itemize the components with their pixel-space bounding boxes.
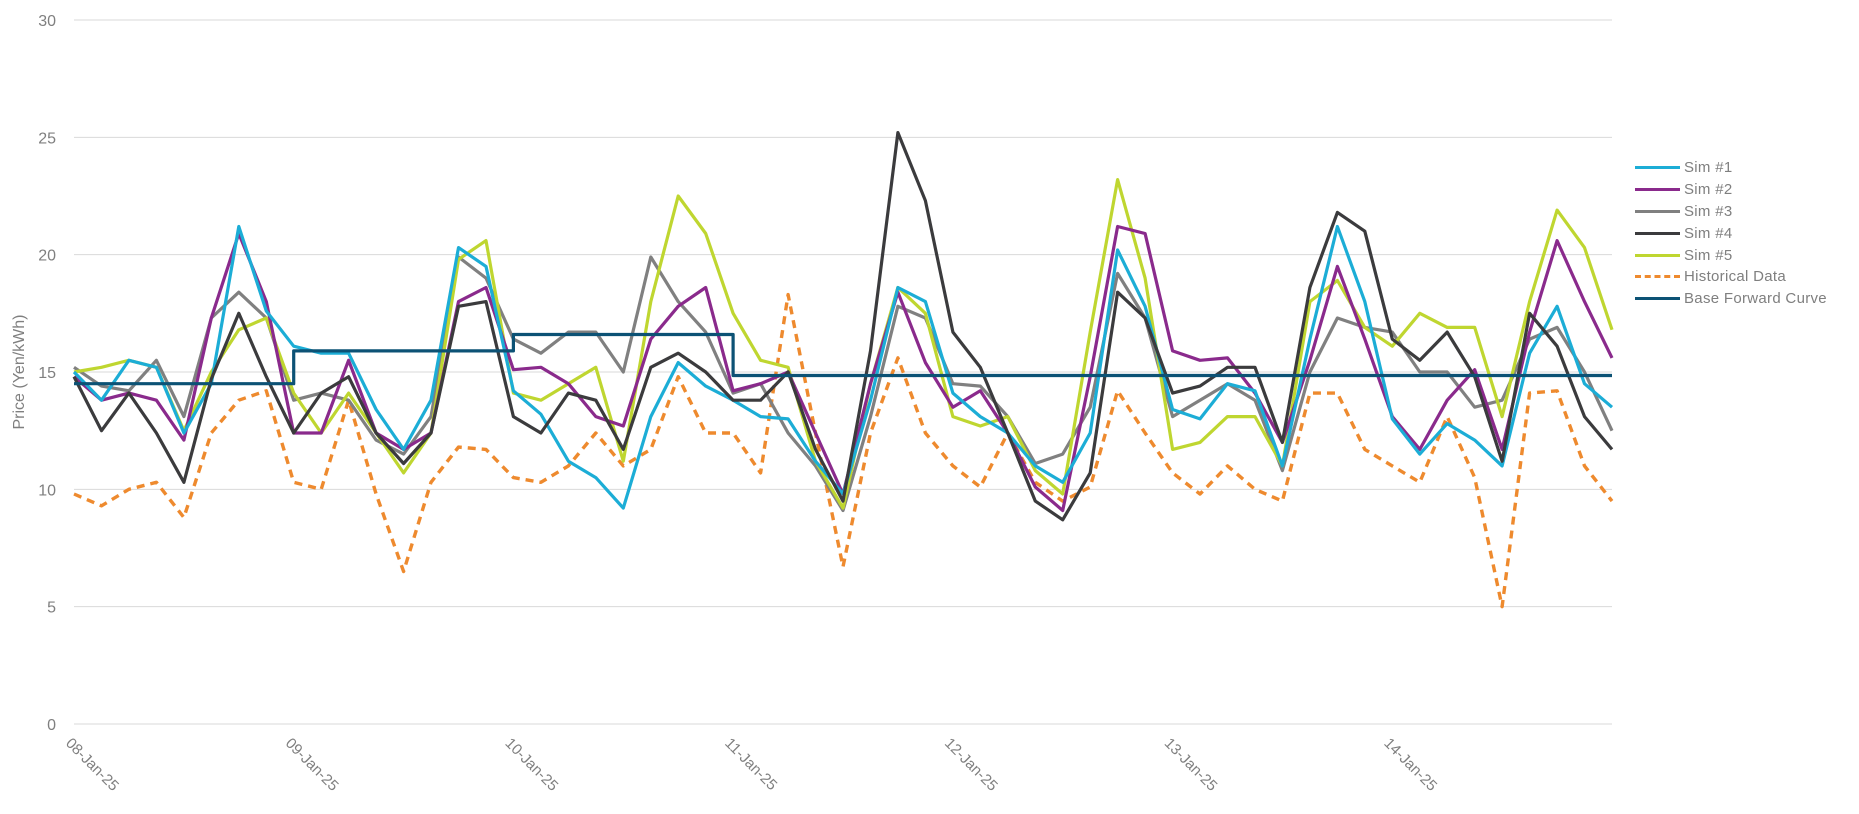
legend-swatch: [1635, 166, 1680, 170]
y-tick-label: 15: [38, 365, 56, 382]
legend-item: Base Forward Curve: [1635, 288, 1827, 310]
legend-swatch: [1635, 275, 1680, 279]
series-line-base-forward-curve: [74, 332, 1612, 386]
x-tick-label: 14-Jan-25: [1380, 735, 1440, 795]
x-tick-label: 08-Jan-25: [62, 735, 122, 795]
y-axis-title: Price (Yen/kWh): [11, 315, 28, 430]
y-tick-label: 20: [38, 248, 56, 265]
series-line-sim-1: [72, 224, 1614, 510]
series-line-sim-3: [73, 255, 1614, 513]
y-tick-label: 10: [38, 482, 56, 499]
x-axis-tick-labels: 08-Jan-25 09-Jan-25 10-Jan-25 11-Jan-25 12-J…: [62, 735, 1440, 795]
series-line-sim-5: [73, 178, 1614, 510]
x-tick-label: 13-Jan-25: [1161, 735, 1221, 795]
y-axis-tick-labels: 0 5 10 15 20 25 30: [38, 13, 56, 734]
legend-swatch: [1635, 253, 1680, 257]
legend-item: Sim #4: [1635, 222, 1827, 244]
legend-label: Historical Data: [1684, 268, 1787, 286]
legend-item: Sim #1: [1635, 157, 1827, 179]
legend-swatch: [1635, 231, 1680, 235]
legend-item: Sim #5: [1635, 244, 1827, 266]
legend-item: Historical Data: [1635, 266, 1827, 288]
x-tick-label: 10-Jan-25: [502, 735, 562, 795]
y-tick-label: 5: [47, 600, 56, 617]
series-lines: [72, 131, 1614, 609]
series-line-historical-data: [73, 292, 1614, 609]
legend-swatch: [1635, 297, 1680, 301]
legend-swatch: [1635, 209, 1680, 213]
x-tick-label: 12-Jan-25: [941, 735, 1001, 795]
x-tick-label: 09-Jan-25: [282, 735, 342, 795]
legend-label: Sim #5: [1684, 246, 1733, 264]
legend-item: Sim #3: [1635, 201, 1827, 223]
x-tick-label: 11-Jan-25: [721, 735, 780, 794]
legend-label: Sim #2: [1684, 181, 1733, 199]
y-tick-label: 25: [38, 130, 56, 147]
series-line-sim-4: [72, 131, 1614, 522]
y-tick-label: 0: [47, 717, 56, 734]
legend-label: Sim #3: [1684, 202, 1733, 220]
y-tick-label: 30: [38, 13, 56, 30]
legend-label: Sim #1: [1684, 159, 1733, 177]
legend-label: Sim #4: [1684, 224, 1733, 242]
legend: Sim #1 Sim #2 Sim #3 Sim #4 Sim #5 Historical…: [1635, 157, 1827, 310]
legend-item: Sim #2: [1635, 179, 1827, 201]
legend-label: Base Forward Curve: [1684, 290, 1827, 308]
legend-swatch: [1635, 188, 1680, 192]
